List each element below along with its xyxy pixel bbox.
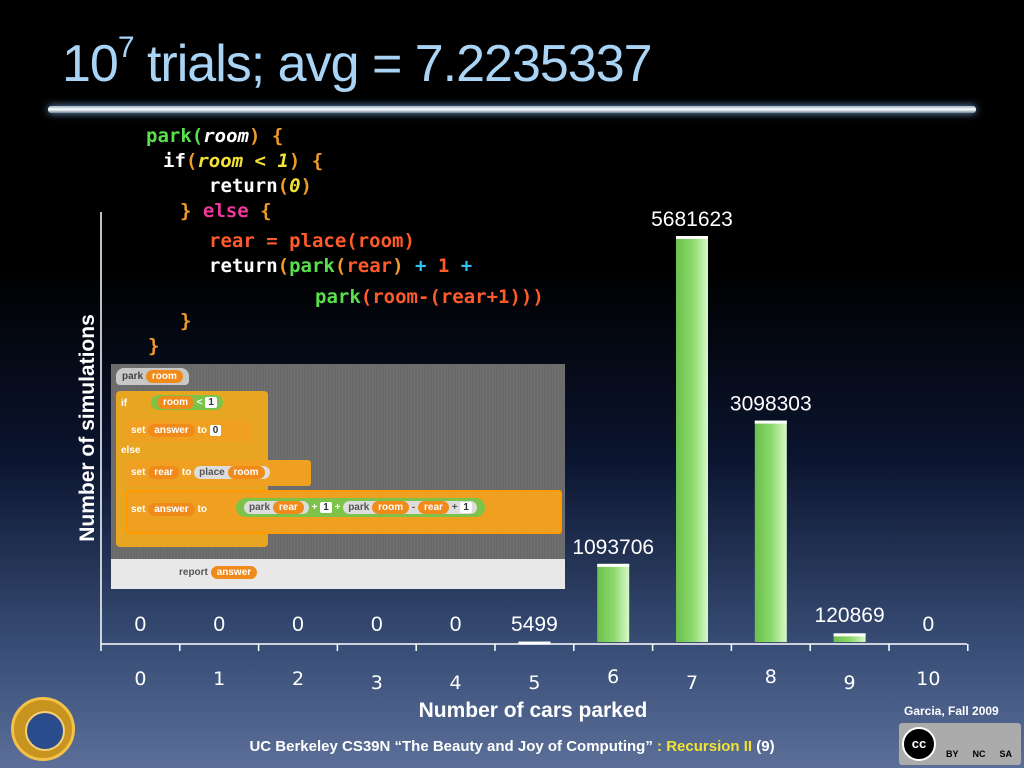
value-label-8: 3098303: [730, 393, 812, 416]
x-tick-label-10: 10: [916, 668, 940, 690]
title-divider: [48, 106, 976, 113]
y-axis-title: Number of simulations: [76, 314, 99, 542]
value-label-0: 0: [135, 613, 147, 636]
x-tick-label-3: 3: [371, 672, 383, 694]
value-label-7: 5681623: [651, 208, 733, 231]
value-label-10: 0: [923, 613, 935, 636]
value-label-9: 120869: [815, 604, 885, 627]
license-by: BY: [945, 749, 959, 759]
x-tick-label-6: 6: [607, 666, 619, 688]
slide-title: 107 trials; avg = 7.2235337: [62, 30, 653, 93]
code-line-2: if(room < 1) {: [163, 150, 324, 172]
value-label-5: 5499: [511, 613, 558, 636]
code-line-7: park(room-(rear+1))): [315, 286, 544, 308]
bar-6: [597, 563, 630, 642]
if-condition: room < 1: [151, 395, 223, 410]
else-label: else: [121, 445, 141, 456]
author-credit: Garcia, Fall 2009: [904, 704, 999, 718]
uc-seal-logo: [11, 697, 75, 761]
hat-block: park room: [116, 368, 189, 385]
code-line-1: park(room) {: [146, 125, 284, 147]
value-label-2: 0: [292, 613, 304, 636]
code-line-8: }: [180, 310, 192, 332]
bar-cap-5: [518, 641, 551, 645]
bar-7: [676, 236, 708, 642]
report-area: [111, 559, 565, 589]
code-line-4: } else {: [180, 200, 272, 222]
code-line-6: return(park(rear) + 1 +: [209, 255, 473, 277]
code-line-3: return(0): [209, 175, 312, 197]
code-line-9: }: [148, 335, 160, 357]
license-sa: SA: [999, 749, 1012, 759]
x-tick-label-1: 1: [213, 668, 225, 690]
x-axis-title: Number of cars parked: [418, 699, 648, 722]
value-label-1: 0: [213, 613, 225, 636]
x-tick-label-7: 7: [686, 672, 698, 694]
x-tick-label-8: 8: [765, 666, 777, 688]
slide-footer: UC Berkeley CS39N “The Beauty and Joy of…: [249, 738, 775, 755]
bar-9: [833, 633, 866, 642]
cc-license-badge: cc BY NC SA: [899, 723, 1021, 765]
bar-cap-7: [676, 236, 708, 239]
value-label-3: 0: [371, 613, 383, 636]
bar-8: [754, 420, 787, 642]
value-label-6: 1093706: [572, 536, 654, 559]
x-tick-label-0: 0: [134, 668, 146, 690]
license-nc: NC: [972, 749, 986, 759]
snap-blocks-screenshot: park room if room < 1 set answer to 0 el…: [111, 364, 565, 589]
set1-text: set answer to 0: [131, 424, 222, 437]
bar-cap-9: [833, 633, 866, 637]
if-label: if: [121, 398, 128, 409]
set3-text: set answer to: [131, 503, 207, 516]
x-tick-label-5: 5: [528, 672, 540, 694]
x-tick-label-4: 4: [450, 672, 462, 694]
x-tick-label-9: 9: [844, 672, 856, 694]
report-block: report answer: [179, 566, 258, 579]
set2-text: set rear to place room: [131, 466, 270, 479]
bar-cap-6: [597, 563, 630, 567]
value-label-4: 0: [450, 613, 462, 636]
bar-cap-8: [754, 420, 787, 424]
x-tick-label-2: 2: [292, 668, 304, 690]
sum-expression: park rear + 1 + park room - rear + 1: [236, 498, 485, 517]
code-line-5: rear = place(room): [209, 230, 415, 252]
code-listing: park(room) { if(room < 1) { return(0) } …: [0, 0, 544, 357]
cc-icon: cc: [902, 727, 936, 761]
